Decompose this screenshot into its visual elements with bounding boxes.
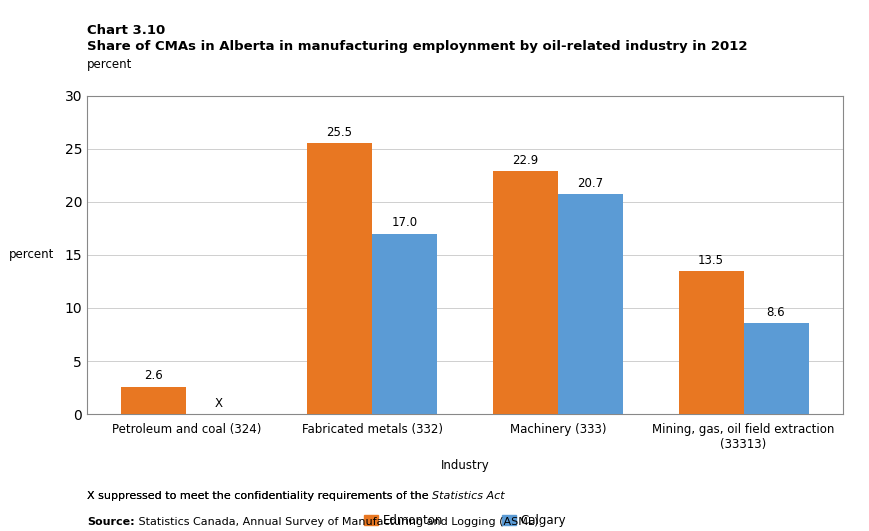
Bar [679,271,744,414]
Text: X suppressed to meet the confidentiality requirements of the: X suppressed to meet the confidentiality… [87,491,432,501]
Text: X suppressed to meet the confidentiality requirements of the: X suppressed to meet the confidentiality… [87,491,432,501]
Bar [372,234,437,414]
Text: 17.0: 17.0 [391,217,418,229]
Text: percent: percent [87,58,132,71]
Text: Statistics Canada, Annual Survey of Manufacturing and Logging (ASML).: Statistics Canada, Annual Survey of Manu… [135,517,541,527]
Text: percent: percent [9,249,54,261]
Bar [558,194,623,414]
Text: 2.6: 2.6 [144,370,163,382]
Text: X: X [215,397,222,410]
X-axis label: Industry: Industry [441,459,489,472]
Text: Chart 3.10: Chart 3.10 [87,24,165,37]
Legend: Edmonton, Calgary: Edmonton, Calgary [359,509,571,531]
Text: Statistics Act: Statistics Act [432,491,505,501]
Text: 20.7: 20.7 [577,177,603,190]
Text: X suppressed to meet the confidentiality requirements of the Statistics Act: X suppressed to meet the confidentiality… [87,491,504,501]
Text: Source:: Source: [87,517,135,527]
Bar [307,143,372,414]
Text: 22.9: 22.9 [512,154,539,167]
Bar [122,387,186,414]
Bar [744,323,808,414]
Bar [493,171,558,414]
Text: 13.5: 13.5 [698,254,724,267]
Text: 25.5: 25.5 [327,126,353,139]
Text: Share of CMAs in Alberta in manufacturing employnment by oil-related industry in: Share of CMAs in Alberta in manufacturin… [87,40,747,53]
Text: 8.6: 8.6 [766,306,786,319]
